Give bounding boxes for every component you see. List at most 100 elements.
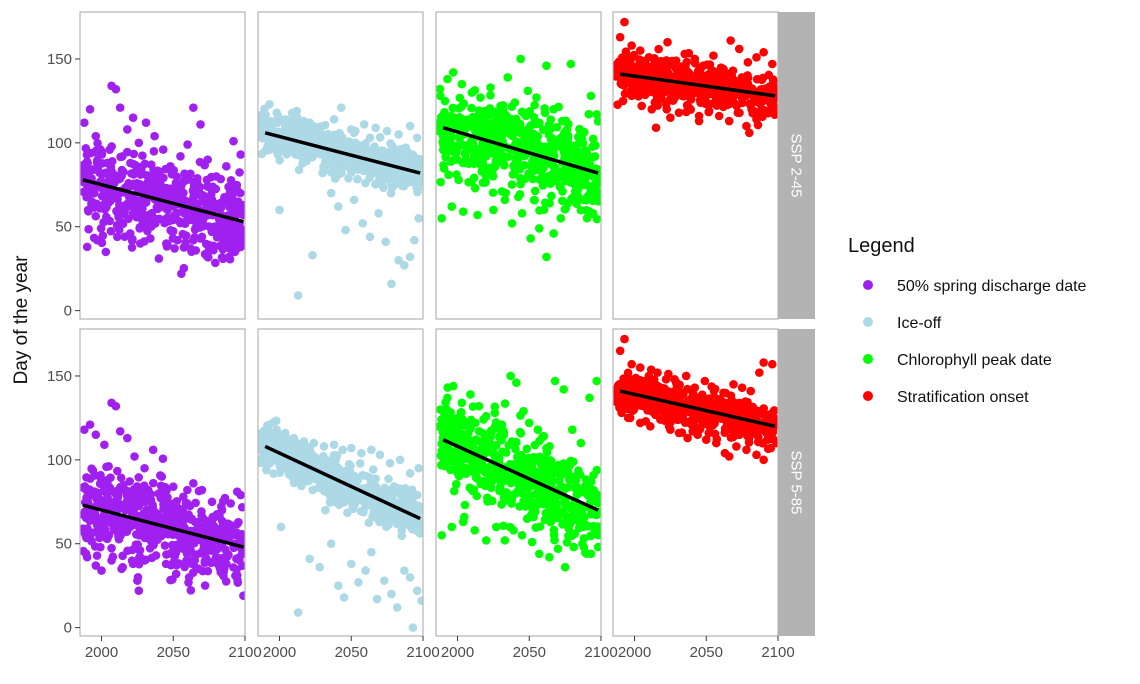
data-point xyxy=(395,455,405,465)
data-point xyxy=(405,252,415,262)
data-point xyxy=(160,501,170,510)
data-point xyxy=(404,497,414,506)
data-point xyxy=(191,198,201,208)
data-point xyxy=(441,135,450,144)
data-point xyxy=(217,253,227,262)
data-point xyxy=(569,542,579,552)
data-point xyxy=(234,517,243,527)
data-point xyxy=(487,442,497,452)
data-point xyxy=(188,236,198,245)
data-point xyxy=(403,178,413,187)
data-point xyxy=(631,373,641,383)
data-point xyxy=(509,526,518,535)
data-point xyxy=(116,473,126,483)
data-point xyxy=(272,118,282,128)
legend-key xyxy=(863,317,873,327)
data-point xyxy=(709,51,718,60)
data-point xyxy=(511,459,520,468)
data-point xyxy=(315,562,324,572)
data-point xyxy=(694,116,704,126)
data-point xyxy=(490,408,500,418)
data-point xyxy=(526,134,536,143)
x-tick-label: 2050 xyxy=(690,644,723,661)
data-point xyxy=(647,105,657,114)
data-point xyxy=(346,125,356,134)
data-point xyxy=(171,569,181,579)
data-point xyxy=(549,173,559,183)
data-point xyxy=(332,451,342,460)
data-point xyxy=(225,188,235,198)
data-point xyxy=(646,422,655,431)
data-point xyxy=(481,536,491,545)
data-point xyxy=(229,237,238,246)
data-point xyxy=(118,501,128,510)
data-point xyxy=(191,185,200,194)
data-point xyxy=(444,170,453,180)
data-point xyxy=(321,158,330,168)
data-point xyxy=(584,109,594,119)
data-point xyxy=(486,90,495,100)
data-point xyxy=(476,93,485,102)
data-point xyxy=(125,229,135,238)
data-point xyxy=(417,596,423,606)
data-point xyxy=(172,560,181,570)
data-point xyxy=(518,139,527,148)
data-point xyxy=(545,144,555,153)
data-point xyxy=(125,477,135,486)
data-point xyxy=(185,501,195,511)
data-point xyxy=(733,81,743,91)
data-point xyxy=(586,91,596,101)
data-point xyxy=(443,393,452,403)
x-tick-label: 2050 xyxy=(157,644,190,661)
data-point xyxy=(743,81,753,90)
panel-1-2 xyxy=(257,11,424,320)
data-point xyxy=(457,79,467,89)
data-point xyxy=(496,101,505,111)
data-point xyxy=(195,157,205,167)
data-point xyxy=(700,376,710,386)
data-point xyxy=(743,71,752,80)
data-point xyxy=(638,401,647,411)
data-point xyxy=(197,232,207,242)
data-point xyxy=(563,131,573,140)
data-point xyxy=(207,497,217,507)
data-point xyxy=(436,91,445,101)
data-point xyxy=(91,430,101,439)
data-point xyxy=(520,160,529,170)
trend-line xyxy=(619,389,776,429)
data-point xyxy=(372,594,382,604)
data-point xyxy=(129,170,139,179)
data-point xyxy=(473,210,482,220)
data-point xyxy=(617,80,627,89)
data-point xyxy=(469,444,479,453)
data-point xyxy=(151,551,161,560)
data-point xyxy=(371,123,380,133)
data-point xyxy=(438,145,448,155)
data-point xyxy=(693,66,703,76)
data-point xyxy=(205,516,215,526)
data-point xyxy=(348,490,358,500)
data-point xyxy=(592,110,601,119)
data-point xyxy=(455,113,464,122)
y-tick-label: 100 xyxy=(47,452,72,469)
data-point xyxy=(367,445,376,455)
data-point xyxy=(497,131,506,140)
data-point xyxy=(657,81,667,91)
data-point xyxy=(275,137,285,146)
data-point xyxy=(204,182,214,192)
data-point xyxy=(224,252,234,262)
data-point xyxy=(336,168,346,178)
data-point xyxy=(84,224,93,234)
data-point xyxy=(200,549,210,559)
data-point xyxy=(535,206,544,215)
data-point xyxy=(724,116,734,126)
legend-label: Stratification onset xyxy=(897,389,1029,406)
data-point xyxy=(232,528,241,537)
data-point xyxy=(203,155,212,164)
data-point xyxy=(80,510,88,520)
data-point xyxy=(133,576,142,585)
data-point xyxy=(111,401,121,411)
data-point xyxy=(577,134,587,143)
